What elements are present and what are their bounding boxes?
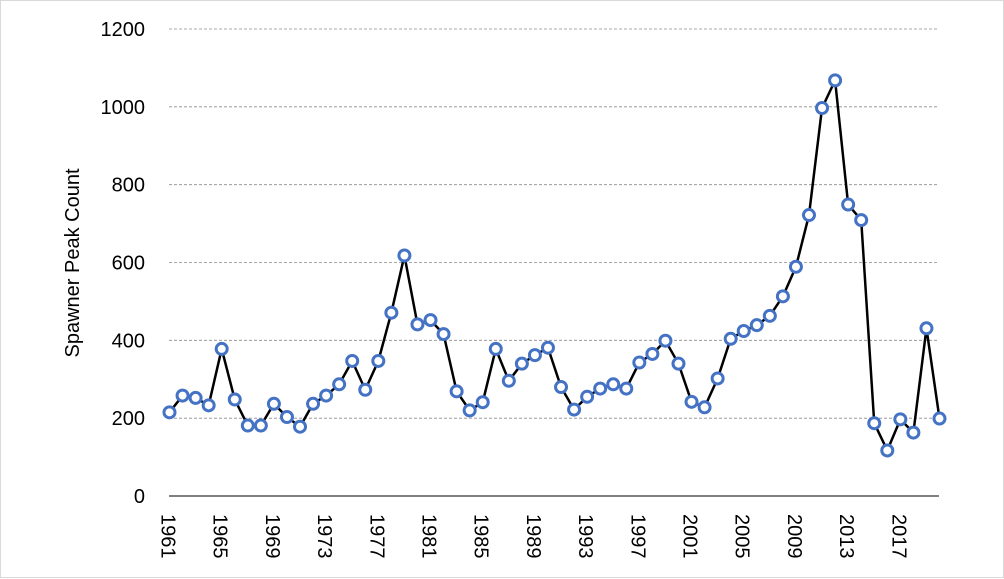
data-point-2000 [671,356,686,371]
data-point-1964 [201,398,216,413]
x-tick-labels: 1961 1965 1969 1973 1977 1981 1985 1989 1993 1997… [157,514,910,559]
y-tick-label: 0 [134,486,145,508]
data-point-2006 [749,318,764,333]
x-tick-label: 1977 [365,514,387,559]
data-point-2020 [932,411,947,426]
data-point-1982 [436,327,451,342]
x-tick-label: 2005 [731,514,753,559]
data-point-1988 [514,356,529,371]
data-point-1980 [410,317,425,332]
data-point-2004 [723,331,738,346]
data-point-1969 [266,396,281,411]
data-point-2015 [867,416,882,431]
data-point-1981 [423,313,438,328]
data-point-1961 [162,405,177,420]
data-point-1998 [645,346,660,361]
data-point-1987 [501,373,516,388]
data-point-1966 [227,392,242,407]
data-point-1990 [540,340,555,355]
x-tick-label: 1989 [522,514,544,559]
data-point-2019 [919,321,934,336]
data-point-1971 [293,419,308,434]
data-point-2012 [828,73,843,88]
data-point-2011 [815,101,830,116]
y-tick-label: 1200 [101,19,146,41]
data-point-1968 [253,418,268,433]
data-point-1970 [279,409,294,424]
data-point-1983 [449,384,464,399]
data-point-1984 [462,403,477,418]
data-point-2014 [854,213,869,228]
data-point-2018 [906,425,921,440]
data-point-1963 [188,390,203,405]
x-tick-label: 1993 [574,514,596,559]
x-tick-label: 2009 [783,514,805,559]
y-tick-labels: 0 200 400 600 800 1000 1200 [101,19,146,508]
data-point-1992 [567,402,582,417]
y-axis-label: Spawner Peak Count [62,168,84,357]
data-point-1986 [488,341,503,356]
data-point-1996 [619,381,634,396]
data-point-2013 [841,197,856,212]
x-tick-label: 2001 [679,514,701,559]
data-point-1995 [606,377,621,392]
data-point-1967 [240,418,255,433]
data-point-2017 [893,412,908,427]
data-point-1976 [358,382,373,397]
data-point-1962 [175,388,190,403]
data-point-1965 [214,341,229,356]
data-point-1979 [397,248,412,263]
x-tick-label: 1965 [209,514,231,559]
y-tick-label: 800 [112,175,145,197]
data-point-1974 [332,377,347,392]
data-point-1978 [384,305,399,320]
data-point-1993 [580,389,595,404]
x-tick-label: 1973 [313,514,335,559]
data-point-1997 [632,355,647,370]
data-point-2010 [801,208,816,223]
data-point-1975 [345,353,360,368]
data-point-2002 [697,400,712,415]
data-point-2003 [710,371,725,386]
x-tick-label: 1997 [626,514,648,559]
x-tick-label: 2013 [835,514,857,559]
data-point-1989 [527,348,542,363]
data-point-2005 [736,323,751,338]
x-tick-label: 1961 [157,514,179,559]
x-tick-label: 2017 [887,514,909,559]
data-point-1972 [306,396,321,411]
y-tick-label: 200 [112,408,145,430]
data-point-1973 [319,388,334,403]
data-point-2009 [788,259,803,274]
gridlines [169,28,939,419]
data-point-2001 [684,394,699,409]
data-point-1999 [658,333,673,348]
series-line [168,79,941,452]
x-tick-label: 1981 [418,514,440,559]
data-point-1985 [475,395,490,410]
data-point-1994 [593,381,608,396]
x-tick-label: 1969 [261,514,283,559]
data-point-2007 [762,308,777,323]
y-tick-label: 1000 [101,97,146,119]
x-tick-label: 1985 [470,514,492,559]
data-point-1991 [554,380,569,395]
y-tick-label: 400 [112,330,145,352]
data-point-2016 [880,443,895,458]
series-spawner-peak-count [162,73,947,458]
data-point-2008 [775,289,790,304]
y-tick-label: 600 [112,253,145,275]
data-point-1977 [371,353,386,368]
